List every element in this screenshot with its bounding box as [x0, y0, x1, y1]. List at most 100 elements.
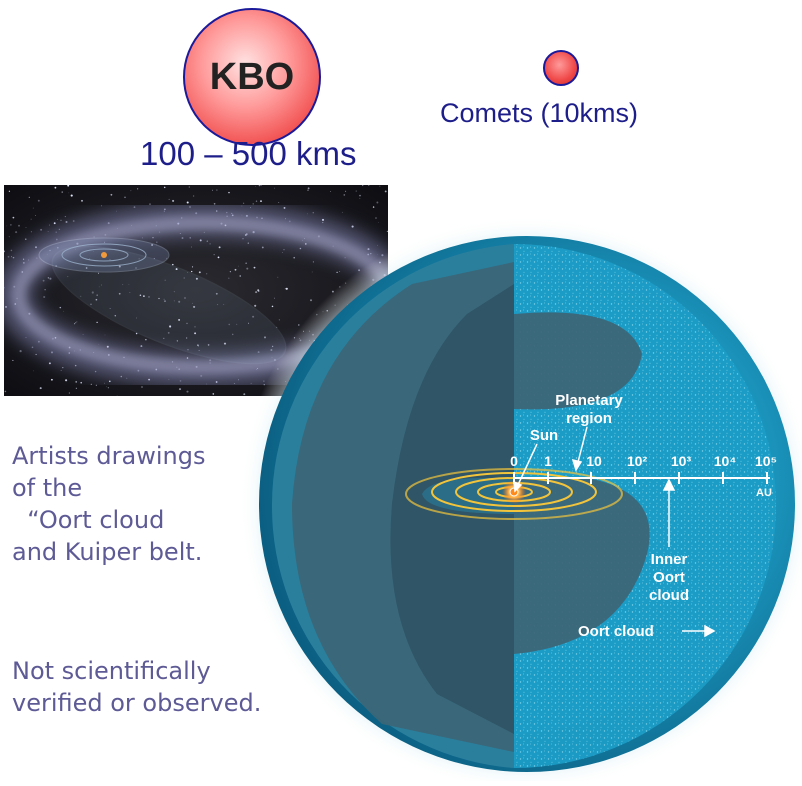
star — [156, 244, 157, 246]
star — [359, 194, 361, 197]
star — [236, 323, 238, 325]
star — [169, 325, 172, 328]
star — [35, 353, 37, 356]
inner-oort-label: Oort — [653, 569, 685, 586]
oort-cloud-label: Oort cloud — [578, 623, 654, 640]
star — [164, 300, 166, 302]
star — [258, 185, 261, 187]
kbo-circle: KBO — [183, 8, 321, 146]
star — [263, 336, 267, 339]
star — [48, 362, 51, 365]
star — [114, 314, 117, 317]
planetary-region-label: region — [566, 410, 612, 427]
star — [189, 237, 191, 239]
star — [191, 266, 194, 268]
star — [104, 382, 106, 384]
star — [96, 321, 98, 324]
star — [187, 349, 189, 351]
star — [260, 185, 262, 187]
star — [217, 304, 219, 306]
kbo-label: KBO — [209, 55, 295, 98]
star — [130, 190, 132, 192]
star — [198, 350, 200, 351]
star — [193, 195, 195, 197]
star — [186, 322, 188, 325]
star — [25, 238, 27, 240]
star — [101, 284, 102, 286]
star — [379, 185, 381, 187]
star — [30, 231, 32, 233]
star — [163, 298, 165, 300]
star — [339, 271, 341, 272]
star — [191, 302, 193, 304]
axis-unit-label: AU — [756, 487, 772, 499]
star — [51, 378, 53, 381]
star — [188, 186, 190, 188]
star — [176, 340, 178, 342]
planetary-region-label: Planetary — [555, 392, 623, 409]
star — [223, 304, 225, 305]
star — [70, 194, 73, 197]
star — [74, 323, 76, 325]
tick-label: 1 — [544, 453, 552, 469]
star — [110, 193, 113, 196]
star — [207, 344, 210, 346]
star — [184, 297, 186, 299]
star — [167, 331, 170, 334]
star — [173, 291, 175, 293]
star — [178, 388, 182, 391]
star — [178, 318, 181, 321]
star — [359, 197, 361, 199]
inner-oort-label: cloud — [649, 587, 689, 604]
star — [309, 299, 313, 302]
star — [60, 370, 62, 371]
tick-label: 10³ — [671, 453, 692, 469]
star — [255, 291, 258, 294]
tick-label: 10⁴ — [714, 453, 737, 469]
star — [282, 252, 283, 253]
star — [57, 219, 58, 220]
star — [242, 202, 245, 204]
star — [30, 218, 32, 220]
star — [247, 242, 249, 244]
star — [254, 304, 257, 307]
star — [307, 213, 309, 215]
star — [65, 379, 68, 382]
star — [62, 366, 64, 369]
star — [90, 383, 92, 385]
star — [75, 322, 77, 324]
kuiper-belt-image — [4, 185, 388, 396]
caption-line: “Oort cloud — [12, 506, 165, 534]
star — [253, 266, 256, 269]
star — [186, 201, 189, 204]
star — [124, 196, 126, 199]
star — [375, 217, 377, 219]
comet-label: Comets (10kms) — [440, 98, 639, 128]
star — [175, 268, 178, 271]
star — [252, 315, 255, 318]
star — [47, 231, 49, 232]
caption-line: of the — [12, 474, 83, 502]
star — [4, 250, 6, 253]
star — [42, 279, 45, 282]
star — [133, 206, 136, 208]
star — [141, 386, 143, 388]
tick-label: 0 — [510, 453, 518, 469]
star — [37, 199, 40, 202]
star — [209, 243, 211, 245]
star — [11, 256, 12, 258]
star — [75, 387, 77, 389]
star — [218, 246, 221, 249]
star — [166, 257, 167, 259]
star — [18, 224, 20, 227]
star — [307, 189, 309, 191]
star — [106, 386, 107, 388]
star — [384, 190, 387, 193]
star — [257, 289, 260, 292]
star — [243, 393, 246, 396]
star — [164, 279, 166, 281]
star — [216, 189, 218, 191]
star — [158, 297, 160, 300]
star — [4, 390, 7, 393]
star — [7, 255, 10, 258]
